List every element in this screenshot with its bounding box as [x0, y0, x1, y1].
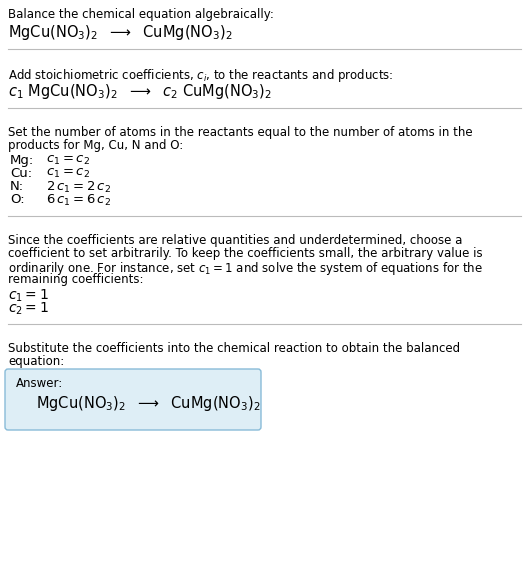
Text: Balance the chemical equation algebraically:: Balance the chemical equation algebraica… — [8, 8, 274, 21]
Text: ordinarily one. For instance, set $c_1 = 1$ and solve the system of equations fo: ordinarily one. For instance, set $c_1 =… — [8, 260, 483, 277]
Text: $\mathregular{MgCu(NO_3)_2}$  $\longrightarrow$  $\mathregular{CuMg(NO_3)_2}$: $\mathregular{MgCu(NO_3)_2}$ $\longright… — [36, 394, 261, 413]
Text: Set the number of atoms in the reactants equal to the number of atoms in the: Set the number of atoms in the reactants… — [8, 126, 472, 139]
Text: O:: O: — [10, 193, 25, 206]
Text: Add stoichiometric coefficients, $c_i$, to the reactants and products:: Add stoichiometric coefficients, $c_i$, … — [8, 67, 394, 84]
Text: equation:: equation: — [8, 355, 64, 368]
Text: $\mathregular{MgCu(NO_3)_2}$  $\longrightarrow$  $\mathregular{CuMg(NO_3)_2}$: $\mathregular{MgCu(NO_3)_2}$ $\longright… — [8, 23, 233, 42]
Text: products for Mg, Cu, N and O:: products for Mg, Cu, N and O: — [8, 139, 183, 152]
Text: $c_2 = 1$: $c_2 = 1$ — [8, 301, 49, 318]
FancyBboxPatch shape — [5, 369, 261, 430]
Text: Cu:: Cu: — [10, 167, 32, 180]
Text: $c_1 = c_2$: $c_1 = c_2$ — [46, 154, 90, 167]
Text: Substitute the coefficients into the chemical reaction to obtain the balanced: Substitute the coefficients into the che… — [8, 342, 460, 355]
Text: remaining coefficients:: remaining coefficients: — [8, 273, 143, 286]
Text: $6\,c_1 = 6\,c_2$: $6\,c_1 = 6\,c_2$ — [46, 193, 111, 208]
Text: $c_1 = c_2$: $c_1 = c_2$ — [46, 167, 90, 180]
Text: coefficient to set arbitrarily. To keep the coefficients small, the arbitrary va: coefficient to set arbitrarily. To keep … — [8, 247, 482, 260]
Text: $2\,c_1 = 2\,c_2$: $2\,c_1 = 2\,c_2$ — [46, 180, 111, 195]
Text: N:: N: — [10, 180, 24, 193]
Text: $c_1 = 1$: $c_1 = 1$ — [8, 288, 49, 305]
Text: $c_1\ \mathregular{MgCu(NO_3)_2}$  $\longrightarrow$  $c_2\ \mathregular{CuMg(NO: $c_1\ \mathregular{MgCu(NO_3)_2}$ $\long… — [8, 82, 272, 101]
Text: Answer:: Answer: — [16, 377, 63, 390]
Text: Since the coefficients are relative quantities and underdetermined, choose a: Since the coefficients are relative quan… — [8, 234, 462, 247]
Text: Mg:: Mg: — [10, 154, 34, 167]
